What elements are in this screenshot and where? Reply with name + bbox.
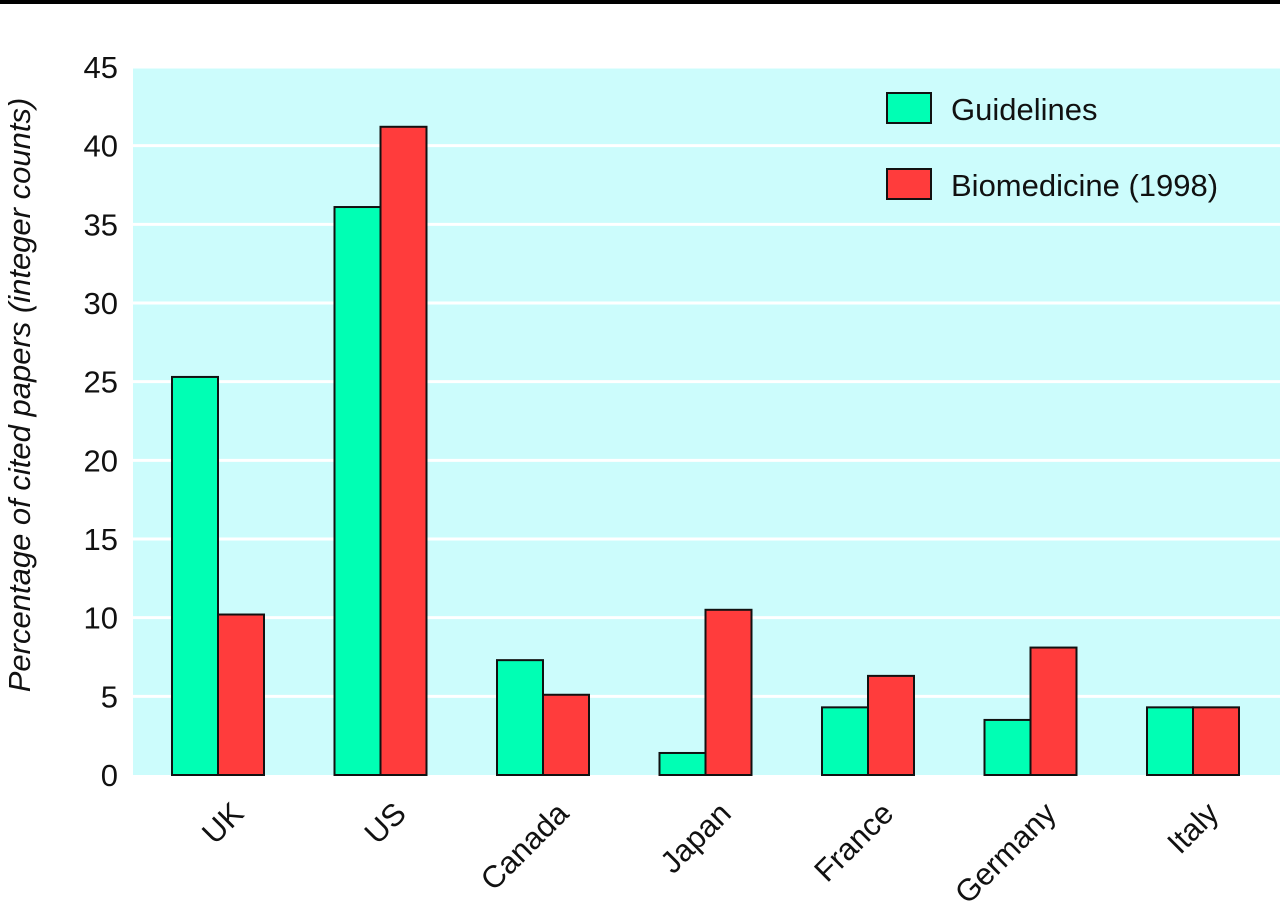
bar-guidelines-us: [333, 206, 382, 776]
bar-guidelines-italy: [1146, 706, 1194, 777]
bar-biomedicine-us: [379, 125, 428, 776]
x-axis-labels: UK US Canada Japan France Germany Italy: [195, 795, 1226, 901]
x-tick-label: France: [807, 796, 900, 889]
legend-swatch: [886, 168, 932, 200]
bar-biomedicine-canada: [542, 693, 590, 777]
legend-label: Guidelines: [951, 92, 1097, 127]
y-tick-label: 20: [84, 443, 118, 478]
x-tick-label: US: [358, 796, 413, 851]
y-tick-label: 25: [84, 365, 118, 400]
y-tick-label: 45: [84, 50, 118, 85]
y-tick-label: 0: [101, 758, 118, 793]
x-tick-label: Germany: [948, 795, 1063, 901]
legend-swatch: [886, 92, 932, 124]
y-tick-label: 10: [84, 601, 118, 636]
bar-guidelines-france: [821, 706, 869, 777]
top-rule: [0, 0, 1280, 4]
x-tick-label: Japan: [653, 796, 737, 880]
y-axis-ticks: 0 5 10 15 20 25 30 35 40 45: [84, 50, 118, 793]
bar-guidelines-germany: [983, 718, 1032, 777]
y-tick-label: 40: [84, 129, 118, 164]
legend-label: Biomedicine (1998): [951, 168, 1218, 203]
y-tick-label: 15: [84, 522, 118, 557]
bar-biomedicine-france: [867, 674, 915, 777]
legend: Guidelines Biomedicine (1998): [886, 92, 1218, 203]
gridlines: [133, 65, 1280, 698]
bar-biomedicine-germany: [1029, 646, 1078, 776]
bar-biomedicine-japan: [704, 608, 753, 776]
bar-biomedicine-italy: [1192, 706, 1240, 777]
bar-guidelines-uk: [171, 375, 219, 776]
bar-guidelines-canada: [496, 659, 544, 776]
bar-guidelines-japan: [658, 751, 707, 776]
y-axis-label: Percentage of cited papers (integer coun…: [2, 98, 37, 693]
x-tick-label: UK: [195, 795, 250, 850]
y-tick-label: 30: [84, 286, 118, 321]
y-tick-label: 5: [101, 679, 118, 714]
x-tick-label: Italy: [1160, 795, 1225, 860]
bars: [171, 125, 1240, 777]
y-tick-label: 35: [84, 207, 118, 242]
bar-biomedicine-uk: [217, 613, 265, 777]
x-tick-label: Canada: [474, 795, 576, 897]
